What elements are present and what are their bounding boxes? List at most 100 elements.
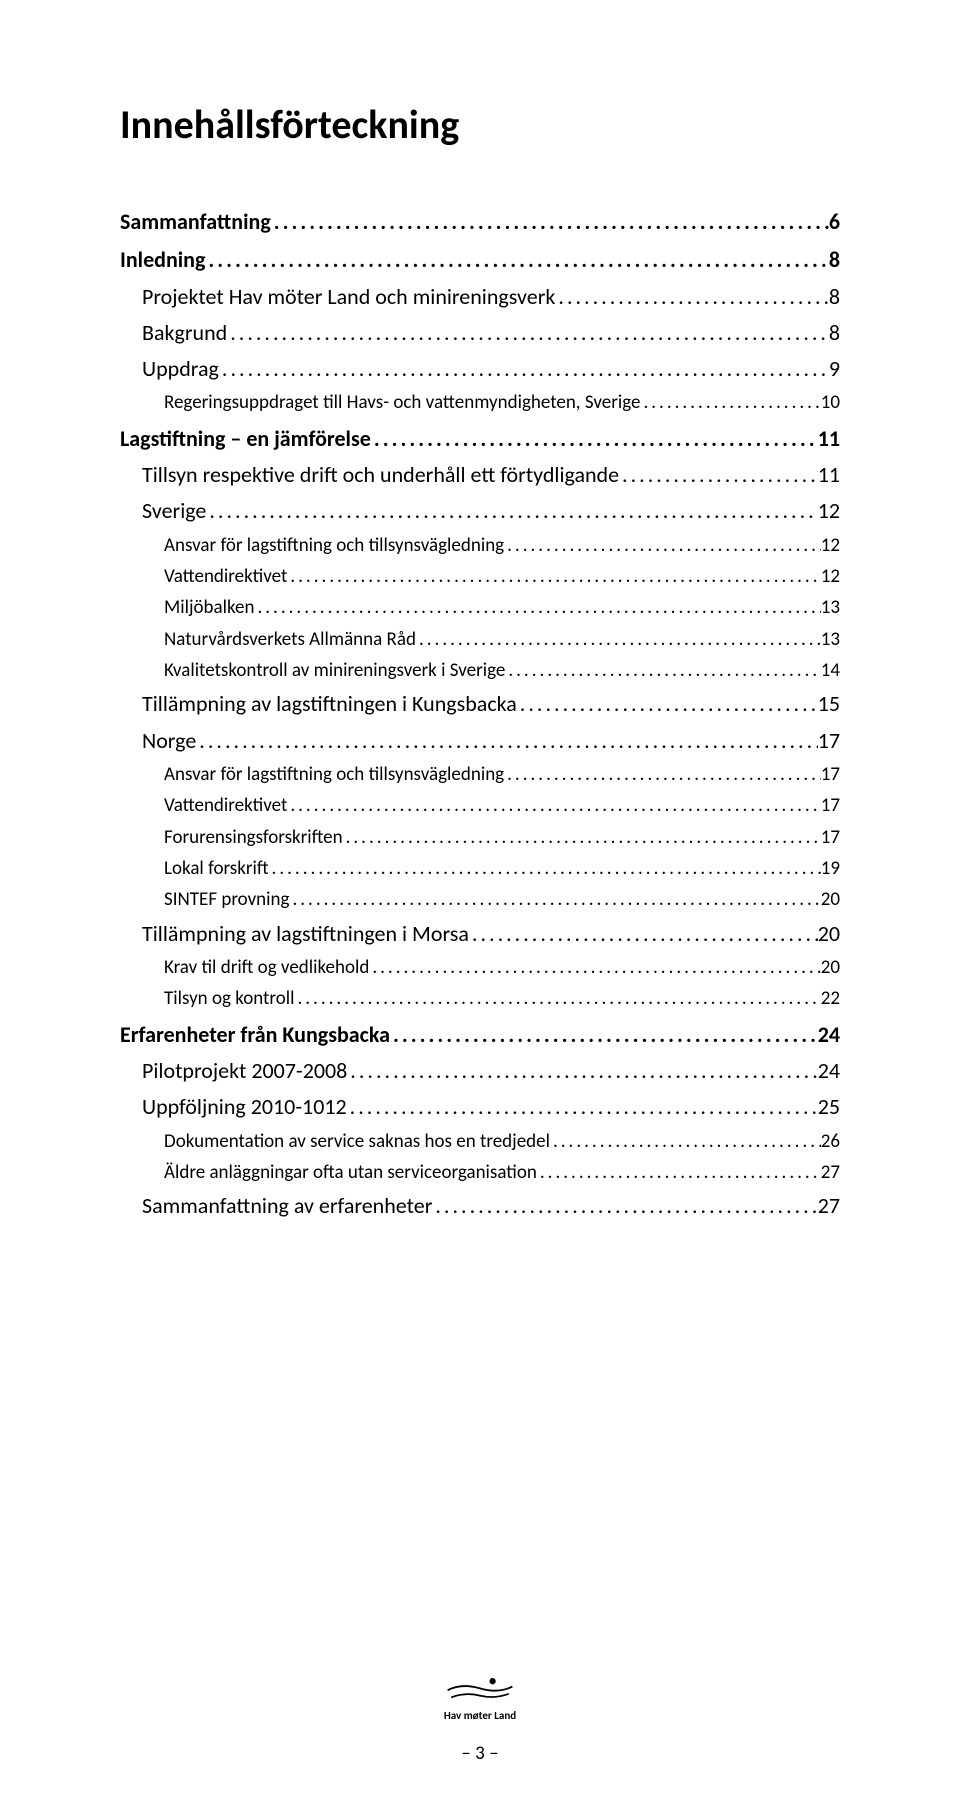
toc-entry-page: 27 (821, 1157, 840, 1188)
toc-dots: ........................................… (432, 1188, 817, 1224)
toc-entry: Inledning...............................… (120, 242, 840, 278)
logo-text: Hav møter Land (444, 1709, 516, 1722)
toc-entry: Pilotprojekt 2007-2008..................… (120, 1053, 840, 1089)
toc-entry-label: Forurensingsforskriften (164, 822, 343, 853)
toc-dots: ........................................… (504, 759, 821, 790)
toc-entry-label: Kvalitetskontroll av minireningsverk i S… (164, 655, 505, 686)
toc-dots: ........................................… (219, 351, 829, 387)
toc-dots: ........................................… (517, 686, 818, 722)
toc-entry: Norge...................................… (120, 723, 840, 759)
toc-dots: ........................................… (555, 279, 828, 315)
toc-entry-page: 15 (818, 686, 840, 722)
page-footer: Hav møter Land – 3 – (0, 1674, 960, 1765)
toc-dots: ........................................… (550, 1126, 821, 1157)
toc-entry-page: 20 (818, 916, 840, 952)
toc-entry-label: Uppföljning 2010-1012 (142, 1089, 347, 1125)
toc-entry: Regeringsuppdraget till Havs- och vatten… (120, 387, 840, 418)
toc-entry-label: Tillämpning av lagstiftningen i Morsa (142, 916, 469, 952)
toc-dots: ........................................… (196, 723, 817, 759)
toc-entry-page: 14 (821, 655, 840, 686)
toc-entry-label: Pilotprojekt 2007-2008 (142, 1053, 347, 1089)
toc-entry-label: Erfarenheter från Kungsbacka (120, 1017, 390, 1053)
toc-entry-label: Miljöbalken (164, 592, 254, 623)
toc-entry-label: Norge (142, 723, 196, 759)
toc-entry-label: Ansvar för lagstiftning och tillsynsvägl… (164, 759, 504, 790)
table-of-contents: Sammanfattning..........................… (120, 204, 840, 1225)
toc-entry-label: Naturvårdsverkets Allmänna Råd (164, 624, 416, 655)
toc-entry: Sammanfattning av erfarenheter..........… (120, 1188, 840, 1224)
toc-entry: Ansvar för lagstiftning och tillsynsvägl… (120, 759, 840, 790)
toc-entry: Kvalitetskontroll av minireningsverk i S… (120, 655, 840, 686)
toc-dots: ........................................… (347, 1053, 817, 1089)
toc-entry: Tillämpning av lagstiftningen i Morsa...… (120, 916, 840, 952)
toc-entry-page: 27 (818, 1188, 840, 1224)
toc-entry: Miljöbalken.............................… (120, 592, 840, 623)
toc-entry-label: Uppdrag (142, 351, 219, 387)
toc-entry-page: 12 (821, 530, 840, 561)
toc-entry: Naturvårdsverkets Allmänna Råd..........… (120, 624, 840, 655)
toc-entry-page: 20 (821, 884, 840, 915)
toc-entry: SINTEF provning.........................… (120, 884, 840, 915)
toc-dots: ........................................… (206, 493, 817, 529)
toc-entry-label: Ansvar för lagstiftning och tillsynsvägl… (164, 530, 504, 561)
toc-dots: ........................................… (619, 457, 818, 493)
toc-dots: ........................................… (294, 983, 820, 1014)
toc-dots: ........................................… (254, 592, 820, 623)
toc-dots: ........................................… (287, 790, 820, 821)
toc-dots: ........................................… (205, 242, 828, 278)
toc-dots: ........................................… (504, 530, 821, 561)
toc-entry-page: 11 (818, 457, 840, 493)
toc-entry: Vattendirektivet........................… (120, 790, 840, 821)
toc-dots: ........................................… (289, 884, 820, 915)
toc-dots: ........................................… (416, 624, 821, 655)
toc-entry-label: Vattendirektivet (164, 790, 287, 821)
toc-dots: ........................................… (227, 315, 829, 351)
toc-dots: ........................................… (390, 1017, 818, 1053)
page-number: – 3 – (0, 1742, 960, 1765)
toc-dots: ........................................… (505, 655, 820, 686)
toc-entry-page: 11 (818, 421, 840, 457)
toc-entry: Lagstiftning – en jämförelse............… (120, 421, 840, 457)
toc-entry-label: Dokumentation av service saknas hos en t… (164, 1126, 550, 1157)
toc-entry-label: Lagstiftning – en jämförelse (120, 421, 371, 457)
toc-entry-label: Äldre anläggningar ofta utan serviceorga… (164, 1157, 537, 1188)
toc-entry-page: 22 (821, 983, 840, 1014)
toc-entry-label: Sammanfattning av erfarenheter (142, 1188, 432, 1224)
toc-entry-page: 20 (821, 952, 840, 983)
toc-entry: Tillsyn respektive drift och underhåll e… (120, 457, 840, 493)
toc-entry-label: Sverige (142, 493, 206, 529)
toc-dots: ........................................… (343, 822, 821, 853)
toc-entry: Äldre anläggningar ofta utan serviceorga… (120, 1157, 840, 1188)
toc-entry: Lokal forskrift.........................… (120, 853, 840, 884)
toc-entry: Dokumentation av service saknas hos en t… (120, 1126, 840, 1157)
toc-entry: Uppföljning 2010-1012...................… (120, 1089, 840, 1125)
toc-entry: Projektet Hav möter Land och minirenings… (120, 279, 840, 315)
toc-entry-page: 10 (821, 387, 840, 418)
toc-entry-page: 24 (818, 1053, 840, 1089)
toc-entry-page: 12 (818, 493, 840, 529)
toc-entry: Ansvar för lagstiftning och tillsynsvägl… (120, 530, 840, 561)
toc-entry-page: 9 (829, 351, 840, 387)
toc-entry-page: 25 (818, 1089, 840, 1125)
toc-dots: ........................................… (469, 916, 818, 952)
toc-entry-label: Krav til drift og vedlikehold (164, 952, 369, 983)
toc-dots: ........................................… (371, 421, 818, 457)
toc-entry-label: Tillämpning av lagstiftningen i Kungsbac… (142, 686, 517, 722)
toc-entry-page: 6 (829, 204, 840, 240)
toc-dots: ........................................… (537, 1157, 821, 1188)
toc-entry-label: Vattendirektivet (164, 561, 287, 592)
toc-entry-page: 24 (818, 1017, 840, 1053)
toc-entry-label: Bakgrund (142, 315, 227, 351)
toc-dots: ........................................… (369, 952, 820, 983)
toc-entry-label: SINTEF provning (164, 884, 289, 915)
toc-entry: Bakgrund................................… (120, 315, 840, 351)
toc-entry-page: 17 (821, 759, 840, 790)
toc-entry-page: 8 (829, 315, 840, 351)
toc-entry: Tillämpning av lagstiftningen i Kungsbac… (120, 686, 840, 722)
toc-entry-page: 12 (821, 561, 840, 592)
hav-moter-land-logo-icon (444, 1674, 516, 1706)
toc-entry-label: Inledning (120, 242, 205, 278)
toc-entry-label: Projektet Hav möter Land och minirenings… (142, 279, 555, 315)
toc-entry-page: 13 (821, 592, 840, 623)
page-title: Innehållsförteckning (120, 100, 840, 149)
